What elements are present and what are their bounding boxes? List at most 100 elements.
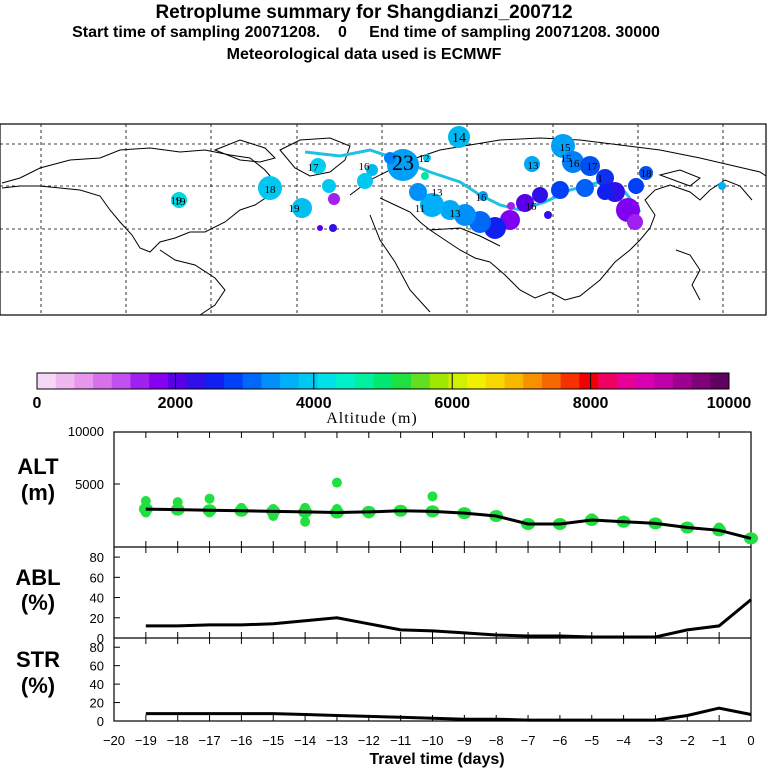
map-cluster-label: 19 [289,203,301,215]
x-tick-label: −15 [262,733,284,748]
map-cluster [576,179,594,197]
colorbar-cell [541,373,562,389]
map-cluster [597,184,613,200]
str-ytick-label: 0 [97,714,104,729]
colorbar-cell [167,373,188,389]
x-tick-label: −1 [712,733,727,748]
map-cluster-label: 16 [526,201,538,213]
time-series-panels: ALT (m) ABL (%) STR (%) 10000 5000 80 60 4… [15,424,758,768]
plume-track [304,148,642,213]
map-frame [0,123,767,316]
map-cluster [317,225,323,231]
abl-ytick-label: 20 [90,611,104,626]
colorbar-cell [504,373,524,389]
map-cluster [718,182,726,190]
colorbar-cell [149,373,169,389]
colorbar-cell [354,373,375,389]
colorbar-cell [579,373,599,389]
colorbar-tick-label: 6000 [434,395,470,412]
str-panel-label: STR [16,647,60,672]
map-cluster-label: 12 [419,153,430,165]
panels-frame [113,431,752,722]
map-cluster [292,198,312,218]
map-cluster-label: 16 [476,192,488,204]
map-cluster-label: 13 [450,208,462,220]
colorbar-tick-label: 8000 [573,395,609,412]
abl-ytick-label: 0 [97,631,104,646]
x-tick-label: −2 [680,733,695,748]
map-cluster-label: 14 [452,131,466,146]
x-tick-label: −5 [584,733,599,748]
colorbar-cell [93,373,113,389]
meteorological-data-line: Meteorological data used is ECMWF [226,46,502,63]
str-panel-unit: (%) [21,673,55,698]
map-cluster [551,181,569,199]
map-cluster [357,173,373,189]
map-cluster [628,178,644,194]
map-cluster-label: 18 [265,184,277,196]
str-ytick-label: 60 [90,659,104,674]
colorbar-cell [74,373,94,389]
map-cluster-label: 17 [587,161,599,173]
colorbar-axis-label: Altitude (m) [326,410,418,427]
colorbar-cell [261,373,281,389]
x-tick-label: −8 [489,733,504,748]
abl-ytick-label: 80 [90,550,104,565]
str-ytick-label: 80 [90,640,104,655]
alt-cluster-point [331,477,342,488]
map-cluster [409,183,427,201]
colorbar-cell [523,373,543,389]
colorbar-tick-label: 10000 [707,395,752,412]
alt-cluster-point [300,516,311,527]
map-cluster-label: 16 [359,161,371,173]
map-cluster-label: 15 [560,142,572,154]
map-clusters [171,126,726,239]
str-ytick-label: 40 [90,677,104,692]
map-cluster-label: 13 [528,160,540,172]
abl-ytick-label: 60 [90,570,104,585]
colorbar-cell [280,373,300,389]
colorbar-cell [691,373,711,389]
colorbar-tick-label: 4000 [296,395,332,412]
map-cluster [516,194,534,212]
colorbar-cell [298,373,319,389]
colorbar-frame [36,372,730,390]
x-tick-label: −4 [616,733,631,748]
altitude-colorbar: 0 2000 4000 6000 8000 10000 Altitude (m) [33,372,752,427]
x-tick-label: −9 [457,733,472,748]
x-tick-label: −3 [648,733,663,748]
map-cluster-label: 11 [415,203,426,215]
colorbar-cell [710,373,730,389]
colorbar-tick-label: 0 [33,395,42,412]
colorbar-cell [205,373,225,389]
colorbar-cell [37,373,57,389]
map-cluster-label: 15 [561,153,573,165]
map-cluster-label: 23 [392,150,414,175]
map-cluster-label: 19 [171,195,183,207]
x-tick-label: −13 [326,733,348,748]
colorbar-cell [130,373,150,389]
map-cluster [448,126,470,148]
map-cluster [423,154,431,162]
abl-panel-label: ABL [15,565,60,590]
colorbar-cell [242,373,262,389]
colorbar-cell [411,373,431,389]
colorbar-cell [392,373,412,389]
x-tick-label: −11 [390,733,411,748]
map-cluster [580,156,600,176]
x-tick-label: −16 [230,733,252,748]
map-cluster [258,176,282,200]
colorbar-cell [429,373,449,389]
map-cluster [532,187,548,203]
map-cluster [507,202,515,210]
abl-panel-unit: (%) [21,590,55,615]
x-tick-label: −10 [421,733,443,748]
map-cluster-label: 16 [569,158,581,170]
colorbar-cell [598,373,618,389]
map-cluster [421,172,429,180]
alt-ytick-label: 5000 [75,477,104,492]
map-cluster [420,193,444,217]
x-tick-label: −14 [294,733,316,748]
